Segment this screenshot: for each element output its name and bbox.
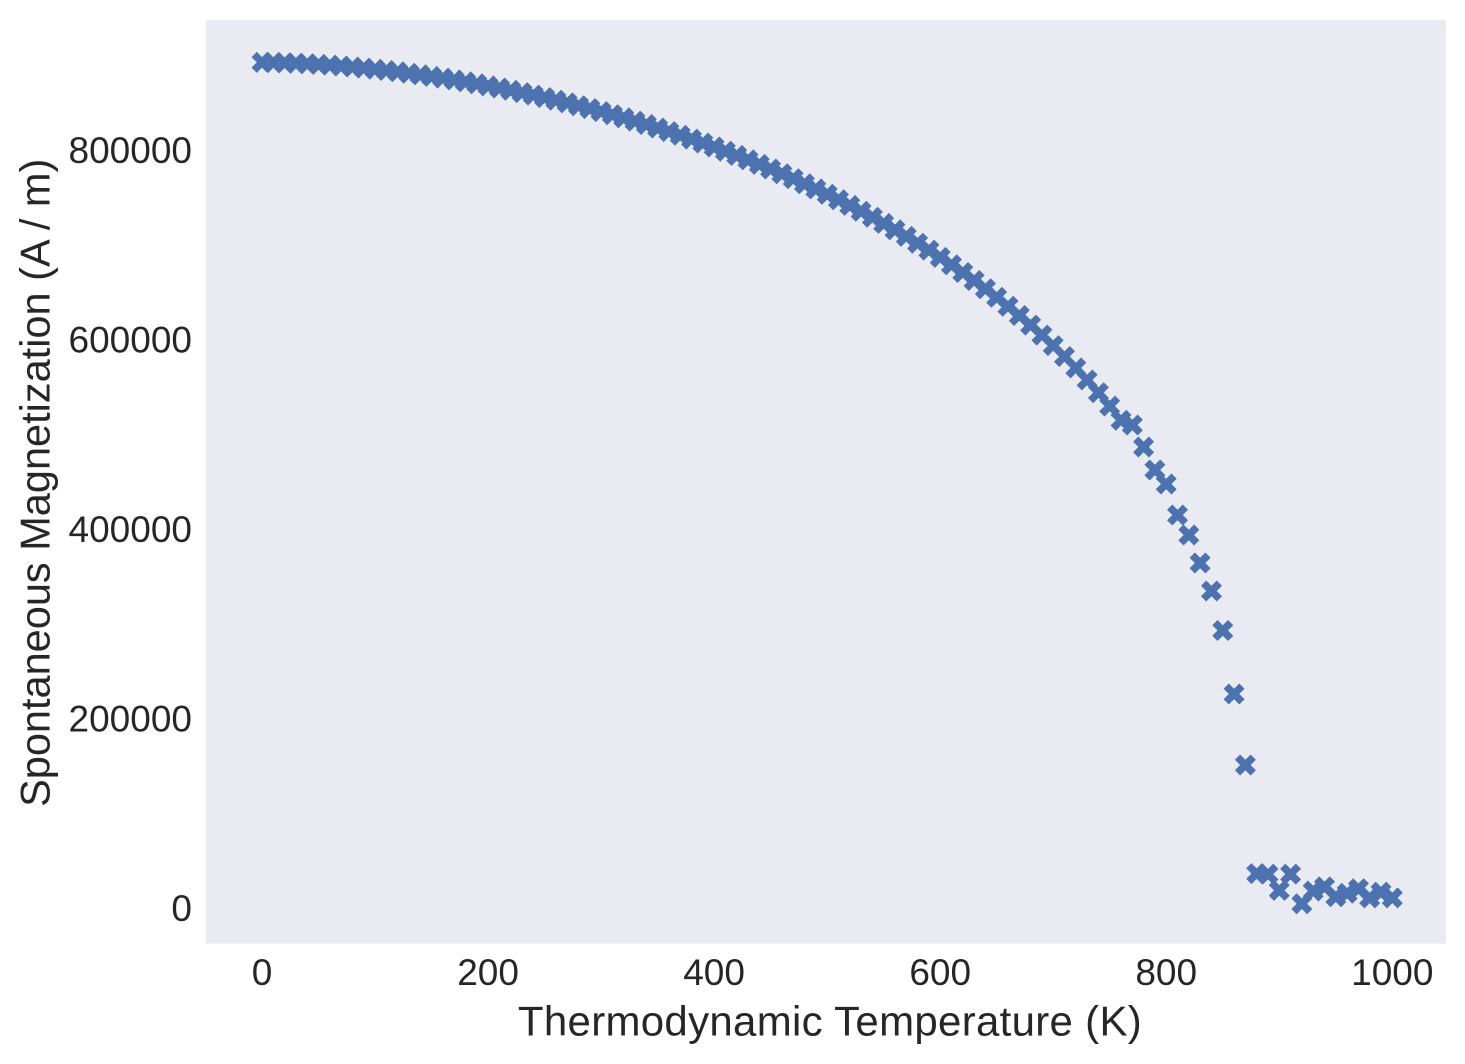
svg-text:Thermodynamic Temperature (K): Thermodynamic Temperature (K) bbox=[518, 998, 1142, 1045]
svg-text:800: 800 bbox=[1135, 952, 1197, 993]
svg-text:200: 200 bbox=[457, 952, 519, 993]
svg-text:400: 400 bbox=[683, 952, 745, 993]
svg-text:1000: 1000 bbox=[1351, 952, 1433, 993]
svg-text:0: 0 bbox=[252, 952, 273, 993]
svg-text:800000: 800000 bbox=[69, 130, 192, 171]
svg-text:200000: 200000 bbox=[69, 699, 192, 740]
svg-text:600: 600 bbox=[909, 952, 971, 993]
svg-text:600000: 600000 bbox=[69, 320, 192, 361]
svg-text:400000: 400000 bbox=[69, 509, 192, 550]
svg-text:Spontaneous Magnetization (A /: Spontaneous Magnetization (A / m) bbox=[12, 159, 59, 807]
svg-text:0: 0 bbox=[171, 888, 192, 929]
